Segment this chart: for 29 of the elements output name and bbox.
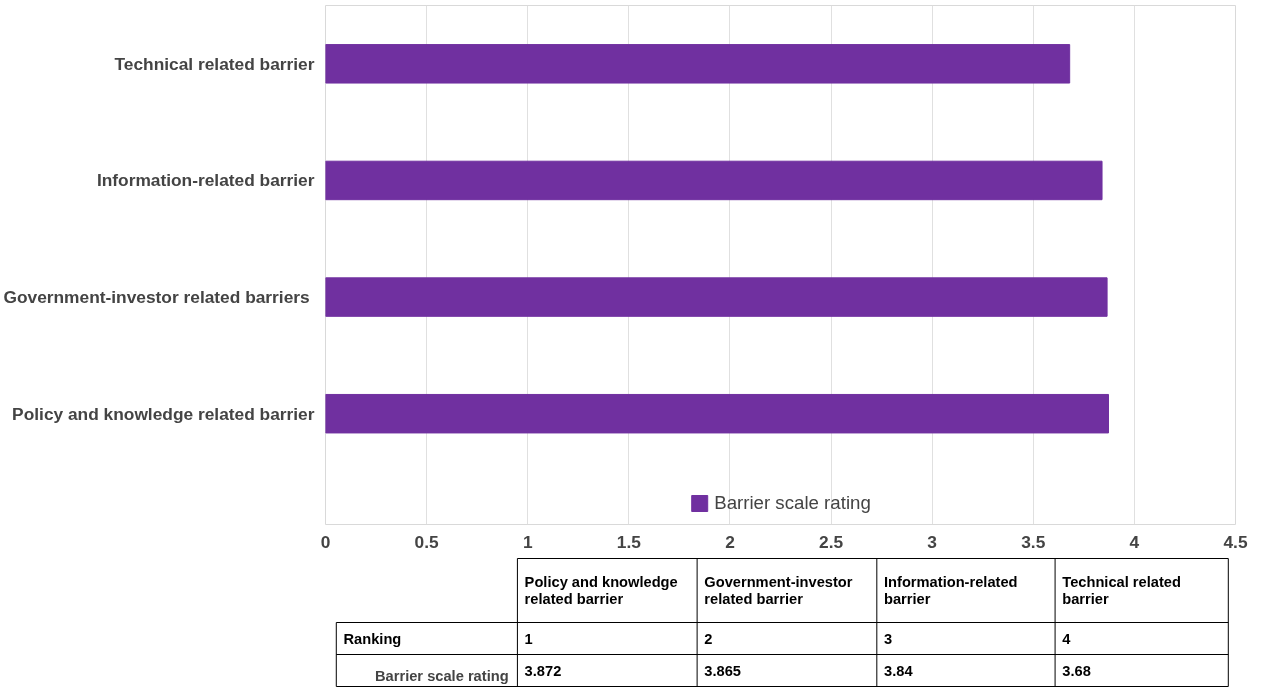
text: 4 [1062,630,1072,647]
x-tick-label: 0 [320,531,331,552]
y-tick-label: Information-related barrier [96,170,315,191]
legend-label: Barrier scale rating [714,492,871,514]
text: 3.68 [1062,662,1091,679]
text: Information-related barrier [884,574,1018,607]
text: 3.865 [704,662,741,679]
text: 3.84 [884,662,914,679]
text: Technical related barrier [1062,574,1181,607]
x-tick-label: 1 [522,531,533,552]
x-tick-label: 2 [725,531,735,552]
text: Barrier scale rating [375,668,509,684]
x-tick-label: 4.5 [1223,531,1248,552]
x-tick-label: 3.5 [1021,531,1046,552]
x-tick-label: 3 [927,531,938,552]
text: 3.872 [524,662,562,679]
text: 3 [884,630,893,647]
y-tick-label: Government-investor related barriers [3,287,310,308]
y-tick-label: Policy and knowledge related barrier [12,403,315,424]
text: 2 [704,630,713,647]
x-tick-label: 0.5 [414,531,440,552]
text: Government-investor related barrier [704,574,853,607]
y-tick-label: Technical related barrier [114,53,315,74]
x-tick-label: 2.5 [819,531,844,552]
text: Policy and knowledge related barrier [524,574,678,607]
text: Ranking [343,630,402,647]
text: 1 [524,630,533,647]
x-tick-label: 4 [1129,531,1140,552]
x-tick-label: 1.5 [616,531,642,552]
